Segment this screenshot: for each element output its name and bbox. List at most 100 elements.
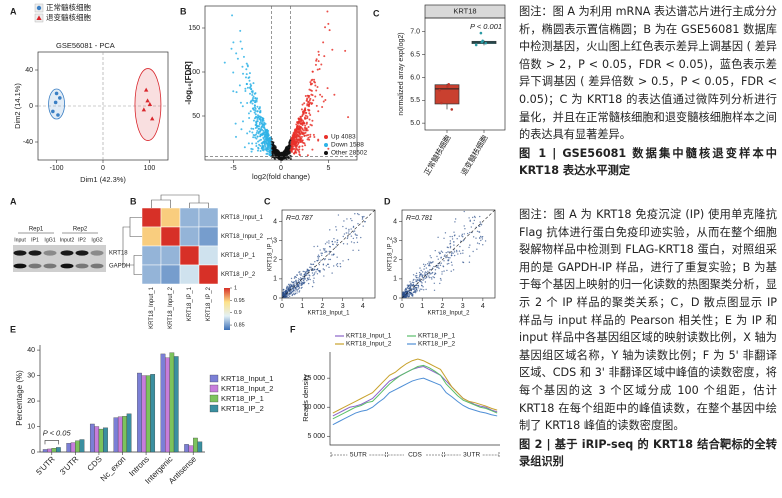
scatter-dot xyxy=(304,278,306,280)
scatter-dot xyxy=(361,218,364,220)
annotation: R=0.781 xyxy=(406,215,433,222)
y-tick-label: 3 xyxy=(393,237,397,244)
scatter-dot xyxy=(283,294,286,297)
region-label: CDS xyxy=(408,452,422,459)
legend-marker xyxy=(324,135,328,139)
bar xyxy=(150,374,156,453)
scatter-dot xyxy=(431,278,433,280)
volcano-dot xyxy=(312,133,315,136)
scatter-dot xyxy=(461,235,463,237)
scatter-dot xyxy=(321,252,323,255)
volcano-dot xyxy=(295,136,298,139)
scatter-dot xyxy=(318,255,321,258)
point xyxy=(58,96,62,100)
volcano-dot xyxy=(300,120,303,123)
scatter-dot xyxy=(449,247,452,249)
volcano-dot xyxy=(298,130,301,133)
volcano-dot xyxy=(235,91,238,94)
volcano-dot xyxy=(291,137,294,140)
scatter-dot xyxy=(411,284,413,287)
volcano-dot xyxy=(259,128,262,131)
significance-bracket xyxy=(44,440,59,445)
scatter-dot xyxy=(473,219,475,222)
volcano-dot xyxy=(269,144,272,147)
volcano-dot xyxy=(298,146,301,149)
scatter-dot xyxy=(329,229,331,231)
volcano-dot xyxy=(303,134,306,137)
scatter-dot xyxy=(405,289,407,291)
volcano-dot xyxy=(268,139,271,142)
y-tick-label: 100 xyxy=(188,69,200,76)
volcano-dot xyxy=(287,152,290,155)
scatter-dot xyxy=(456,251,458,253)
scatter-dot xyxy=(459,245,461,248)
scatter-dot xyxy=(450,261,453,264)
volcano-dot xyxy=(248,79,251,82)
scatter-dot xyxy=(415,288,418,291)
scatter-dot xyxy=(469,231,471,234)
bar xyxy=(126,413,132,453)
bar xyxy=(89,423,95,453)
scatter-dot xyxy=(462,249,464,252)
scatter-dot xyxy=(334,241,336,243)
volcano-dot xyxy=(306,129,309,132)
bar xyxy=(113,417,119,453)
volcano-dot xyxy=(254,113,257,116)
band xyxy=(60,250,74,256)
x-tick-label: Nc_exon xyxy=(99,455,128,484)
bar xyxy=(165,357,170,453)
volcano-dot xyxy=(273,149,276,152)
scatter-dot xyxy=(336,241,339,244)
x-tick-label: 2 xyxy=(320,303,324,310)
volcano-dot xyxy=(299,115,302,118)
scatter-dot xyxy=(421,271,424,273)
scatter-dot xyxy=(408,289,410,291)
scatter-dot xyxy=(480,239,482,242)
scatter-dot xyxy=(331,272,333,274)
band xyxy=(75,250,89,256)
volcano-dot xyxy=(232,41,235,44)
point xyxy=(143,87,149,92)
x-axis-label: KRT18_Input_2 xyxy=(428,311,471,317)
heatmap-cell xyxy=(179,226,200,247)
scatter-dot xyxy=(449,257,451,259)
x-tick-label: 100 xyxy=(144,165,156,172)
scatter-dot xyxy=(298,291,300,293)
volcano-dot xyxy=(292,143,295,146)
legend-label: KRT18_IP_1 xyxy=(221,394,264,403)
density-line xyxy=(332,366,498,417)
scatter-dot xyxy=(300,284,303,287)
scatter-dot xyxy=(416,290,418,292)
volcano-dot xyxy=(318,68,321,71)
scatter-dot xyxy=(409,293,411,295)
scatter-dot xyxy=(290,292,293,294)
scatter-dot xyxy=(328,266,330,269)
scatter-dot xyxy=(468,255,471,257)
scatter-dot xyxy=(297,285,299,287)
lane-label: Input2 xyxy=(60,237,75,243)
volcano-dot xyxy=(251,131,254,134)
heatmap-cell xyxy=(141,264,162,285)
x-axis-label: log2(fold change) xyxy=(252,172,310,181)
legend-label: KRT18_Input_1 xyxy=(346,333,392,340)
scatter-dot xyxy=(311,272,314,274)
scatter-dot xyxy=(320,252,322,254)
volcano-dot xyxy=(249,83,252,86)
volcano-dot xyxy=(256,120,259,123)
scatter-dot xyxy=(450,253,453,255)
volcano-dot xyxy=(273,157,276,160)
scatter-dot xyxy=(325,265,328,267)
volcano-dot xyxy=(316,85,319,88)
scatter-dot xyxy=(312,269,314,271)
scatter-dot xyxy=(428,261,430,263)
scatter-dot xyxy=(450,270,452,272)
caption-note: 图注：图 A 为利用 mRNA 表达谱芯片进行主成分分析，椭圆表示置信椭圆；B … xyxy=(519,5,777,142)
scatter-dot xyxy=(480,224,483,226)
scatter-dot xyxy=(418,290,421,292)
volcano-dot xyxy=(307,108,310,111)
scatter-dot xyxy=(294,292,296,294)
colorbar-tick-label: 0.95 xyxy=(234,298,245,304)
scatter-dot xyxy=(293,286,296,289)
scatter-dot xyxy=(414,287,416,289)
scatter-dot xyxy=(324,243,327,245)
